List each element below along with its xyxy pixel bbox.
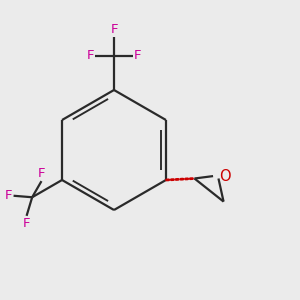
Text: O: O bbox=[219, 169, 231, 184]
Text: F: F bbox=[110, 23, 118, 36]
Text: F: F bbox=[134, 49, 141, 62]
Text: F: F bbox=[38, 167, 45, 180]
Text: F: F bbox=[5, 189, 13, 202]
Text: F: F bbox=[87, 49, 94, 62]
Text: F: F bbox=[23, 217, 30, 230]
